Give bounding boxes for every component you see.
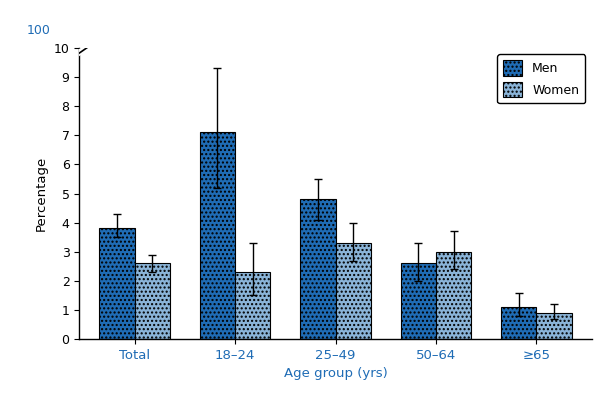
Bar <box>200 132 235 339</box>
Bar <box>235 272 270 339</box>
Bar <box>300 200 336 339</box>
Bar <box>135 263 170 339</box>
Bar <box>401 263 436 339</box>
Legend: Men, Women: Men, Women <box>497 54 586 103</box>
Text: 100: 100 <box>26 24 51 37</box>
Bar <box>436 252 471 339</box>
Bar <box>536 313 572 339</box>
Bar <box>99 229 135 339</box>
X-axis label: Age group (yrs): Age group (yrs) <box>284 367 387 380</box>
Bar <box>336 243 371 339</box>
Y-axis label: Percentage: Percentage <box>35 156 48 231</box>
Bar <box>501 307 536 339</box>
